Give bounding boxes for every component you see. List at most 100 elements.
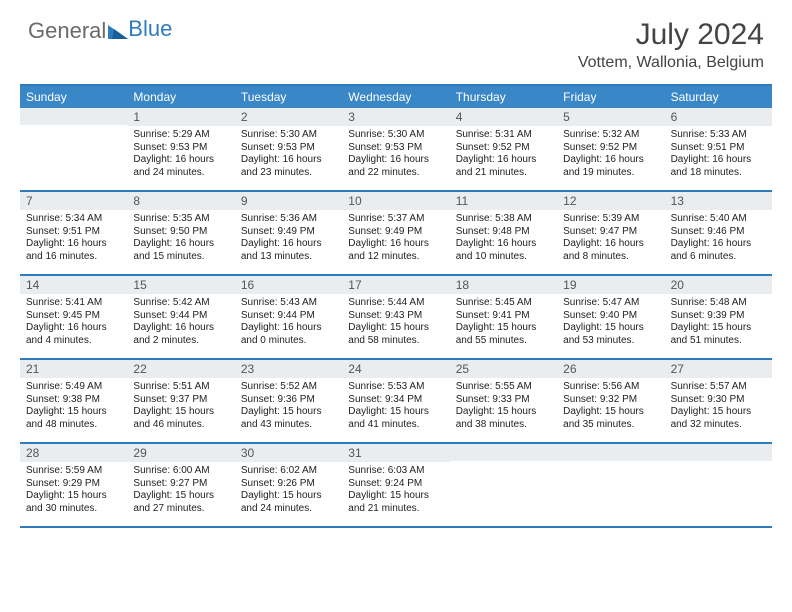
daylight-line: Daylight: 15 hours and 30 minutes. — [26, 490, 121, 515]
day-body: Sunrise: 5:48 AMSunset: 9:39 PMDaylight:… — [665, 294, 772, 352]
day-body: Sunrise: 5:30 AMSunset: 9:53 PMDaylight:… — [235, 126, 342, 184]
day-number — [20, 108, 127, 125]
logo-text-2: Blue — [128, 16, 172, 41]
day-cell: 23Sunrise: 5:52 AMSunset: 9:36 PMDayligh… — [235, 360, 342, 442]
sunrise-line: Sunrise: 5:41 AM — [26, 297, 121, 310]
day-body: Sunrise: 5:32 AMSunset: 9:52 PMDaylight:… — [557, 126, 664, 184]
daylight-line: Daylight: 15 hours and 32 minutes. — [671, 406, 766, 431]
sunrise-line: Sunrise: 5:37 AM — [348, 213, 443, 226]
day-body: Sunrise: 5:38 AMSunset: 9:48 PMDaylight:… — [450, 210, 557, 268]
day-body: Sunrise: 6:02 AMSunset: 9:26 PMDaylight:… — [235, 462, 342, 520]
day-header: Monday — [127, 86, 234, 108]
day-body: Sunrise: 5:36 AMSunset: 9:49 PMDaylight:… — [235, 210, 342, 268]
daylight-line: Daylight: 15 hours and 38 minutes. — [456, 406, 551, 431]
daylight-line: Daylight: 16 hours and 21 minutes. — [456, 154, 551, 179]
calendar: SundayMondayTuesdayWednesdayThursdayFrid… — [20, 84, 772, 528]
day-cell: 18Sunrise: 5:45 AMSunset: 9:41 PMDayligh… — [450, 276, 557, 358]
day-cell: 4Sunrise: 5:31 AMSunset: 9:52 PMDaylight… — [450, 108, 557, 190]
day-body: Sunrise: 5:33 AMSunset: 9:51 PMDaylight:… — [665, 126, 772, 184]
daylight-line: Daylight: 15 hours and 51 minutes. — [671, 322, 766, 347]
week-row: 21Sunrise: 5:49 AMSunset: 9:38 PMDayligh… — [20, 360, 772, 444]
day-cell: 25Sunrise: 5:55 AMSunset: 9:33 PMDayligh… — [450, 360, 557, 442]
sunset-line: Sunset: 9:40 PM — [563, 310, 658, 323]
week-row: 14Sunrise: 5:41 AMSunset: 9:45 PMDayligh… — [20, 276, 772, 360]
daylight-line: Daylight: 15 hours and 53 minutes. — [563, 322, 658, 347]
day-cell: 2Sunrise: 5:30 AMSunset: 9:53 PMDaylight… — [235, 108, 342, 190]
sunrise-line: Sunrise: 5:36 AM — [241, 213, 336, 226]
sunset-line: Sunset: 9:34 PM — [348, 394, 443, 407]
sunset-line: Sunset: 9:44 PM — [133, 310, 228, 323]
location: Vottem, Wallonia, Belgium — [578, 54, 764, 72]
sunrise-line: Sunrise: 5:30 AM — [348, 129, 443, 142]
sunrise-line: Sunrise: 5:42 AM — [133, 297, 228, 310]
day-cell: 17Sunrise: 5:44 AMSunset: 9:43 PMDayligh… — [342, 276, 449, 358]
day-number: 25 — [450, 360, 557, 378]
sunset-line: Sunset: 9:37 PM — [133, 394, 228, 407]
daylight-line: Daylight: 16 hours and 19 minutes. — [563, 154, 658, 179]
daylight-line: Daylight: 16 hours and 8 minutes. — [563, 238, 658, 263]
day-body: Sunrise: 5:57 AMSunset: 9:30 PMDaylight:… — [665, 378, 772, 436]
daylight-line: Daylight: 16 hours and 13 minutes. — [241, 238, 336, 263]
sunrise-line: Sunrise: 5:29 AM — [133, 129, 228, 142]
sunset-line: Sunset: 9:38 PM — [26, 394, 121, 407]
empty-cell — [557, 444, 664, 526]
day-number: 6 — [665, 108, 772, 126]
sunset-line: Sunset: 9:32 PM — [563, 394, 658, 407]
day-cell: 11Sunrise: 5:38 AMSunset: 9:48 PMDayligh… — [450, 192, 557, 274]
day-number: 27 — [665, 360, 772, 378]
sunrise-line: Sunrise: 5:33 AM — [671, 129, 766, 142]
sunset-line: Sunset: 9:33 PM — [456, 394, 551, 407]
sunset-line: Sunset: 9:52 PM — [456, 142, 551, 155]
daylight-line: Daylight: 16 hours and 24 minutes. — [133, 154, 228, 179]
sunrise-line: Sunrise: 5:55 AM — [456, 381, 551, 394]
sunrise-line: Sunrise: 5:45 AM — [456, 297, 551, 310]
day-number: 17 — [342, 276, 449, 294]
day-cell: 13Sunrise: 5:40 AMSunset: 9:46 PMDayligh… — [665, 192, 772, 274]
day-body: Sunrise: 5:34 AMSunset: 9:51 PMDaylight:… — [20, 210, 127, 268]
sunrise-line: Sunrise: 5:47 AM — [563, 297, 658, 310]
sunset-line: Sunset: 9:39 PM — [671, 310, 766, 323]
daylight-line: Daylight: 15 hours and 27 minutes. — [133, 490, 228, 515]
day-body: Sunrise: 5:49 AMSunset: 9:38 PMDaylight:… — [20, 378, 127, 436]
day-number: 18 — [450, 276, 557, 294]
sunset-line: Sunset: 9:48 PM — [456, 226, 551, 239]
daylight-line: Daylight: 16 hours and 15 minutes. — [133, 238, 228, 263]
day-number: 26 — [557, 360, 664, 378]
week-row: 7Sunrise: 5:34 AMSunset: 9:51 PMDaylight… — [20, 192, 772, 276]
day-cell: 8Sunrise: 5:35 AMSunset: 9:50 PMDaylight… — [127, 192, 234, 274]
sunset-line: Sunset: 9:51 PM — [26, 226, 121, 239]
day-body: Sunrise: 5:55 AMSunset: 9:33 PMDaylight:… — [450, 378, 557, 436]
sunrise-line: Sunrise: 5:40 AM — [671, 213, 766, 226]
sunrise-line: Sunrise: 6:00 AM — [133, 465, 228, 478]
sunrise-line: Sunrise: 5:53 AM — [348, 381, 443, 394]
day-body: Sunrise: 6:00 AMSunset: 9:27 PMDaylight:… — [127, 462, 234, 520]
day-number — [557, 444, 664, 461]
daylight-line: Daylight: 15 hours and 48 minutes. — [26, 406, 121, 431]
daylight-line: Daylight: 16 hours and 4 minutes. — [26, 322, 121, 347]
day-body: Sunrise: 5:43 AMSunset: 9:44 PMDaylight:… — [235, 294, 342, 352]
sunrise-line: Sunrise: 5:30 AM — [241, 129, 336, 142]
sunset-line: Sunset: 9:51 PM — [671, 142, 766, 155]
day-cell: 9Sunrise: 5:36 AMSunset: 9:49 PMDaylight… — [235, 192, 342, 274]
daylight-line: Daylight: 15 hours and 55 minutes. — [456, 322, 551, 347]
daylight-line: Daylight: 16 hours and 18 minutes. — [671, 154, 766, 179]
day-cell: 26Sunrise: 5:56 AMSunset: 9:32 PMDayligh… — [557, 360, 664, 442]
sunrise-line: Sunrise: 6:03 AM — [348, 465, 443, 478]
week-row: 28Sunrise: 5:59 AMSunset: 9:29 PMDayligh… — [20, 444, 772, 528]
day-number: 5 — [557, 108, 664, 126]
day-number: 1 — [127, 108, 234, 126]
day-number: 28 — [20, 444, 127, 462]
sunset-line: Sunset: 9:52 PM — [563, 142, 658, 155]
sunrise-line: Sunrise: 5:56 AM — [563, 381, 658, 394]
sunset-line: Sunset: 9:44 PM — [241, 310, 336, 323]
daylight-line: Daylight: 15 hours and 24 minutes. — [241, 490, 336, 515]
sunrise-line: Sunrise: 5:44 AM — [348, 297, 443, 310]
day-cell: 1Sunrise: 5:29 AMSunset: 9:53 PMDaylight… — [127, 108, 234, 190]
sunrise-line: Sunrise: 5:43 AM — [241, 297, 336, 310]
day-body: Sunrise: 5:39 AMSunset: 9:47 PMDaylight:… — [557, 210, 664, 268]
day-header: Wednesday — [342, 86, 449, 108]
sunset-line: Sunset: 9:43 PM — [348, 310, 443, 323]
day-number: 14 — [20, 276, 127, 294]
day-body: Sunrise: 5:37 AMSunset: 9:49 PMDaylight:… — [342, 210, 449, 268]
day-body: Sunrise: 6:03 AMSunset: 9:24 PMDaylight:… — [342, 462, 449, 520]
